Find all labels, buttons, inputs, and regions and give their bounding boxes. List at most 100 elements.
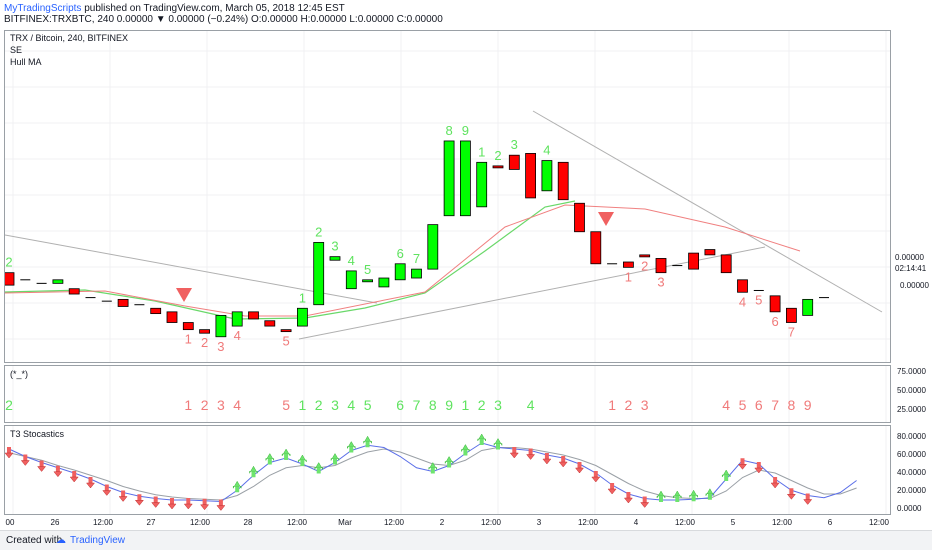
candle-up (411, 268, 422, 279)
sell-arrow-icon (803, 499, 813, 505)
candle-count-label: 3 (657, 275, 664, 290)
time-axis-label: 28 (244, 518, 253, 527)
indicator-hull-label: Hull MA (10, 57, 42, 67)
sell-arrow-stem (121, 490, 126, 497)
buy-arrow-icon (493, 437, 503, 447)
sell-arrow-stem (153, 496, 158, 503)
setup-count-label: 4 (722, 397, 730, 413)
hull-ma-line (5, 200, 576, 320)
sell-arrow-stem (137, 494, 142, 501)
candle-count-label: 2 (494, 148, 501, 163)
sell-arrow-icon (607, 488, 617, 495)
buy-arrow-stem (447, 461, 452, 468)
sell-arrow-icon (786, 494, 796, 500)
se-ma-line (5, 204, 801, 317)
stoch-pane[interactable]: T3 Stocastics (4, 425, 891, 515)
candle-up (329, 256, 341, 261)
sell-arrow-stem (72, 471, 77, 477)
candle-down (623, 261, 634, 268)
sell-arrow-stem (39, 460, 44, 467)
candle-up (215, 314, 227, 338)
buy-arrow-icon (689, 489, 698, 499)
candle-down (199, 329, 211, 334)
sell-arrow-icon (558, 461, 568, 468)
setup-count-label: 5 (364, 397, 372, 413)
sell-arrow-icon (216, 505, 226, 511)
setup-count-label: 1 (299, 397, 307, 413)
sell-arrow-icon (623, 497, 633, 504)
candle-down (639, 254, 651, 258)
candle-count-label: 9 (462, 123, 469, 138)
setup-count-label: 8 (788, 397, 796, 413)
buy-arrow-icon (298, 454, 307, 463)
setup-count-label: 4 (527, 397, 535, 413)
setup-count-label: 3 (217, 397, 225, 413)
buy-arrow-icon (281, 448, 291, 457)
candle-down (182, 322, 194, 331)
setup-count-label: 5 (739, 397, 747, 413)
candle-count-label: 3 (217, 339, 224, 354)
tradingview-logo[interactable]: TradingView (70, 535, 126, 546)
sell-arrow-stem (23, 454, 28, 461)
stoch-pane-title: T3 Stocastics (10, 429, 65, 439)
sell-arrow-icon (526, 454, 536, 460)
sell-arrow-stem (577, 462, 582, 468)
time-axis-label: 12:00 (578, 518, 599, 527)
buy-arrow-icon (265, 452, 275, 462)
candle-count-label: 7 (413, 251, 420, 266)
sell-arrow-stem (55, 465, 60, 472)
setup-count-label: 6 (396, 397, 404, 413)
sell-arrow-icon (151, 502, 161, 508)
setup-count-label: 4 (233, 397, 241, 413)
bar-countdown: 02:14:41 (895, 264, 927, 273)
sell-arrow-icon (200, 504, 210, 511)
sell-arrow-icon (134, 500, 144, 506)
time-axis-label: 12:00 (869, 518, 890, 527)
sell-arrow-stem (805, 493, 810, 500)
author-link[interactable]: MyTradingScripts (4, 3, 82, 14)
sell-arrow-stem (88, 477, 93, 483)
buy-arrow-stem (284, 454, 289, 460)
sell-arrow-stem (626, 492, 631, 498)
buy-arrow-icon (477, 433, 486, 442)
setup-count-label: 1 (462, 397, 470, 413)
sell-arrow-icon (118, 496, 128, 502)
buy-arrow-icon (461, 443, 470, 453)
setup-count-label: 3 (331, 397, 339, 413)
buy-arrow-stem (349, 446, 354, 453)
setup-count-label: 2 (478, 397, 486, 413)
buy-arrow-stem (479, 439, 484, 445)
sell-arrow-icon (5, 452, 14, 459)
candle-up (427, 224, 439, 270)
buy-arrow-icon (428, 461, 438, 471)
setup-count-label: 5 (282, 397, 290, 413)
buy-arrow-icon (721, 469, 731, 478)
sell-arrow-stem (642, 496, 647, 503)
candle-up (313, 242, 325, 306)
trend-line (532, 110, 883, 313)
setup-count-label: 2 (625, 397, 633, 413)
candle-down (655, 258, 667, 274)
sell-arrow-stem (740, 458, 745, 465)
candle-down (248, 311, 259, 320)
setup-count-label: 9 (804, 397, 812, 413)
setup-count-label: 7 (771, 397, 779, 413)
candle-count-label: 8 (445, 123, 452, 138)
candle-count-label: 1 (478, 144, 485, 159)
sell-arrow-icon (183, 503, 193, 510)
candle-count-label: 3 (511, 137, 518, 152)
setup-count-label: 9 (445, 397, 453, 413)
candle-up (394, 263, 406, 281)
buy-arrow-icon (314, 461, 323, 471)
candle-up (541, 160, 553, 192)
setup-count-label: 1 (608, 397, 616, 413)
candle-count-label: 1 (185, 332, 192, 347)
buy-arrow-stem (675, 496, 680, 502)
sell-triangle-icon (176, 288, 192, 302)
time-axis-label: 12:00 (384, 518, 405, 527)
candle-up (802, 298, 814, 316)
sell-arrow-stem (773, 477, 778, 483)
